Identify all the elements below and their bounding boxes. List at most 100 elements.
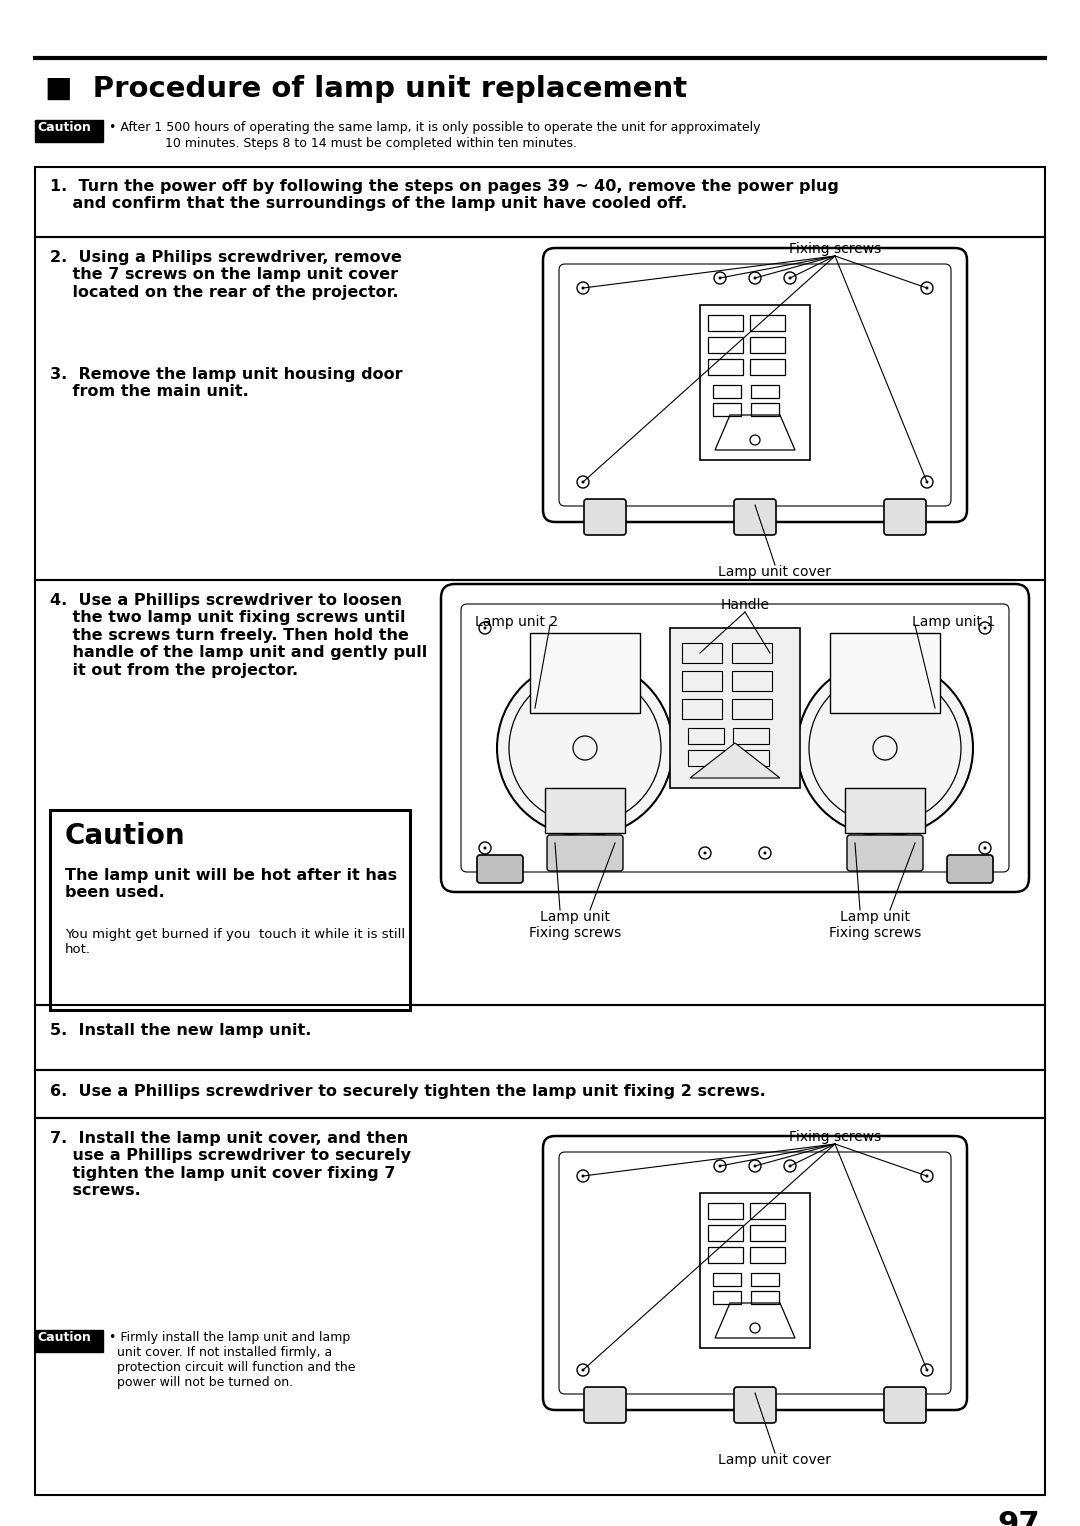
Text: • Firmly install the lamp unit and lamp
  unit cover. If not installed firmly, a: • Firmly install the lamp unit and lamp … bbox=[109, 1331, 355, 1389]
Text: 4.  Use a Phillips screwdriver to loosen
    the two lamp unit fixing screws unt: 4. Use a Phillips screwdriver to loosen … bbox=[50, 594, 428, 678]
Bar bbox=[750, 1202, 785, 1219]
Bar bbox=[708, 314, 743, 331]
Bar bbox=[713, 403, 741, 417]
Circle shape bbox=[718, 1164, 721, 1167]
Bar bbox=[750, 1225, 785, 1241]
Bar bbox=[35, 237, 1045, 580]
Circle shape bbox=[497, 661, 673, 836]
Bar bbox=[751, 1273, 779, 1286]
FancyBboxPatch shape bbox=[847, 835, 923, 871]
Bar bbox=[751, 403, 779, 417]
Text: Lamp unit
Fixing screws: Lamp unit Fixing screws bbox=[828, 909, 921, 940]
Circle shape bbox=[926, 1369, 929, 1372]
Text: Lamp unit cover: Lamp unit cover bbox=[718, 1453, 832, 1466]
Bar bbox=[713, 385, 741, 398]
Bar bbox=[530, 633, 640, 713]
Text: 97: 97 bbox=[998, 1511, 1040, 1526]
Text: 1.  Turn the power off by following the steps on pages 39 ~ 40, remove the power: 1. Turn the power off by following the s… bbox=[50, 179, 839, 212]
Circle shape bbox=[788, 276, 792, 279]
Bar bbox=[681, 671, 723, 691]
Text: 6.  Use a Phillips screwdriver to securely tighten the lamp unit fixing 2 screws: 6. Use a Phillips screwdriver to securel… bbox=[50, 1083, 766, 1099]
Circle shape bbox=[484, 627, 486, 630]
FancyBboxPatch shape bbox=[543, 1135, 967, 1410]
Bar bbox=[688, 749, 724, 766]
Circle shape bbox=[581, 481, 584, 484]
Bar bbox=[831, 633, 940, 713]
Circle shape bbox=[984, 627, 986, 630]
FancyBboxPatch shape bbox=[734, 499, 777, 536]
Bar bbox=[751, 1291, 779, 1305]
Bar bbox=[708, 1225, 743, 1241]
FancyBboxPatch shape bbox=[947, 855, 993, 884]
Text: Caution: Caution bbox=[65, 823, 186, 850]
FancyBboxPatch shape bbox=[477, 855, 523, 884]
Circle shape bbox=[984, 847, 986, 850]
Circle shape bbox=[581, 287, 584, 290]
Circle shape bbox=[926, 481, 929, 484]
Text: Caution: Caution bbox=[37, 121, 91, 134]
Text: Caution: Caution bbox=[37, 1331, 91, 1344]
Bar bbox=[751, 385, 779, 398]
Text: Lamp unit 2: Lamp unit 2 bbox=[475, 615, 558, 629]
FancyBboxPatch shape bbox=[584, 499, 626, 536]
FancyBboxPatch shape bbox=[543, 249, 967, 522]
Circle shape bbox=[581, 1369, 584, 1372]
Text: Fixing screws: Fixing screws bbox=[788, 243, 881, 256]
FancyBboxPatch shape bbox=[441, 584, 1029, 893]
Circle shape bbox=[797, 661, 973, 836]
Bar bbox=[35, 1119, 1045, 1495]
FancyBboxPatch shape bbox=[546, 835, 623, 871]
Circle shape bbox=[484, 847, 486, 850]
Bar bbox=[750, 359, 785, 375]
Bar bbox=[35, 1331, 103, 1352]
Bar bbox=[713, 1291, 741, 1305]
Circle shape bbox=[718, 276, 721, 279]
Bar bbox=[708, 359, 743, 375]
Bar bbox=[733, 728, 769, 745]
Text: You might get burned if you  touch it while it is still
hot.: You might get burned if you touch it whi… bbox=[65, 928, 405, 955]
Bar bbox=[750, 1247, 785, 1264]
FancyBboxPatch shape bbox=[584, 1387, 626, 1424]
Bar bbox=[713, 1273, 741, 1286]
Polygon shape bbox=[690, 743, 780, 778]
Bar bbox=[708, 337, 743, 353]
Bar bbox=[708, 1202, 743, 1219]
Circle shape bbox=[926, 287, 929, 290]
Circle shape bbox=[754, 276, 756, 279]
FancyBboxPatch shape bbox=[885, 499, 926, 536]
Text: Lamp unit cover: Lamp unit cover bbox=[718, 565, 832, 578]
Bar bbox=[688, 728, 724, 745]
Text: The lamp unit will be hot after it has
been used.: The lamp unit will be hot after it has b… bbox=[65, 868, 397, 900]
Bar bbox=[700, 305, 810, 459]
Text: 10 minutes. Steps 8 to 14 must be completed within ten minutes.: 10 minutes. Steps 8 to 14 must be comple… bbox=[165, 137, 577, 150]
Circle shape bbox=[703, 852, 706, 855]
Bar bbox=[50, 810, 410, 1010]
Bar bbox=[732, 699, 772, 719]
Text: Lamp unit 1: Lamp unit 1 bbox=[912, 615, 995, 629]
Circle shape bbox=[764, 852, 767, 855]
Text: 2.  Using a Philips screwdriver, remove
    the 7 screws on the lamp unit cover
: 2. Using a Philips screwdriver, remove t… bbox=[50, 250, 402, 299]
Bar bbox=[681, 642, 723, 662]
Bar bbox=[732, 642, 772, 662]
Bar bbox=[35, 166, 1045, 237]
Bar bbox=[35, 580, 1045, 1006]
Text: • After 1 500 hours of operating the same lamp, it is only possible to operate t: • After 1 500 hours of operating the sam… bbox=[109, 121, 760, 134]
Bar bbox=[750, 337, 785, 353]
Circle shape bbox=[926, 1175, 929, 1178]
Bar bbox=[35, 1070, 1045, 1119]
Bar bbox=[681, 699, 723, 719]
Circle shape bbox=[788, 1164, 792, 1167]
Bar bbox=[700, 1193, 810, 1347]
Bar bbox=[35, 121, 103, 142]
Text: Lamp unit
Fixing screws: Lamp unit Fixing screws bbox=[529, 909, 621, 940]
Text: ■  Procedure of lamp unit replacement: ■ Procedure of lamp unit replacement bbox=[45, 75, 687, 102]
Bar bbox=[733, 749, 769, 766]
Bar bbox=[708, 1247, 743, 1264]
Circle shape bbox=[754, 1164, 756, 1167]
Circle shape bbox=[581, 1175, 584, 1178]
Text: Fixing screws: Fixing screws bbox=[788, 1129, 881, 1144]
Bar bbox=[670, 629, 800, 787]
Text: Handle: Handle bbox=[720, 598, 769, 612]
Bar bbox=[732, 671, 772, 691]
Text: 5.  Install the new lamp unit.: 5. Install the new lamp unit. bbox=[50, 1022, 311, 1038]
